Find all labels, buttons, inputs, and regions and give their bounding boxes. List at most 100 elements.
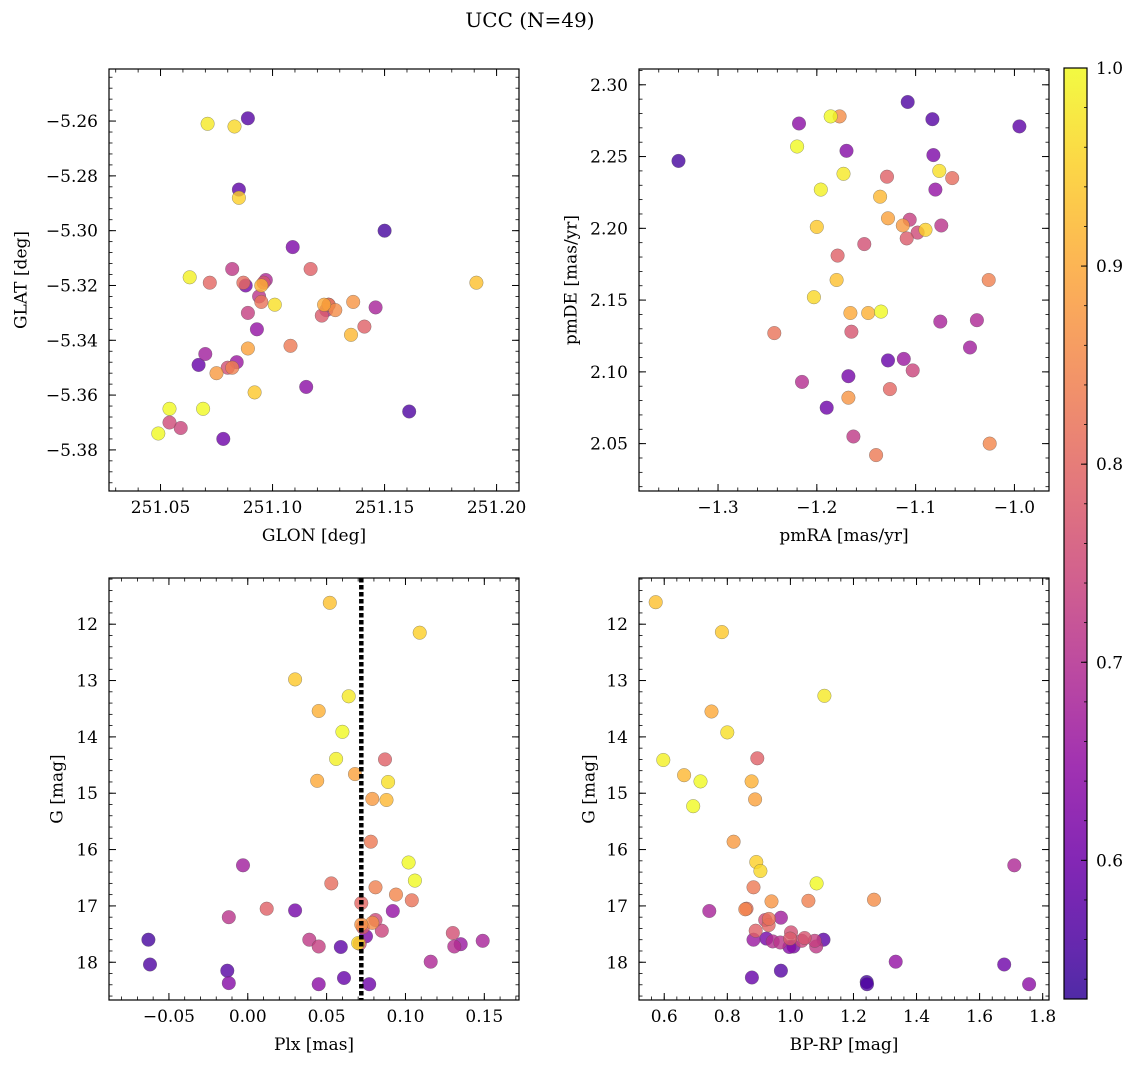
x-tick-label: 251.05 — [131, 498, 190, 518]
data-point — [227, 119, 242, 134]
data-point — [750, 751, 765, 766]
data-point — [267, 297, 282, 312]
y-tick-label: 18 — [76, 953, 98, 973]
panel-bprp-g: 0.6 0.8 1.0 1.2 1.4 1.6 1.8 12 13 14 15 16 17 18 BP-RP… — [580, 577, 1056, 1055]
data-point — [1012, 119, 1027, 134]
points — [151, 111, 484, 446]
y-axis-label: G [mag] — [48, 754, 68, 823]
data-point — [836, 166, 851, 181]
data-point — [401, 855, 416, 870]
data-point — [388, 887, 404, 902]
panel-plx-g: −0.05 0.00 0.05 0.10 0.15 12 13 14 15 16 17 18 Plx [… — [48, 577, 520, 1055]
data-point — [767, 326, 782, 341]
x-tick-label: 251.20 — [467, 498, 526, 518]
data-point — [247, 385, 262, 400]
data-point — [404, 893, 419, 908]
data-point — [336, 970, 352, 986]
data-point — [288, 903, 303, 918]
data-point — [882, 382, 897, 397]
data-point — [196, 401, 211, 416]
y-tick-label: −5.28 — [46, 167, 98, 187]
data-point — [656, 752, 671, 768]
data-point — [357, 319, 372, 334]
data-point — [412, 625, 427, 640]
panel-pmra-pmde: −1.3 −1.2 −1.1 −1.0 2.05 2.10 2.15 2.20 2.25 2.30… — [562, 68, 1050, 546]
data-point — [648, 595, 663, 610]
points — [671, 94, 1027, 463]
y-tick-label: 13 — [76, 672, 98, 692]
data-point — [209, 366, 224, 381]
data-point — [299, 379, 314, 394]
x-tick-label: 1.0 — [777, 1007, 804, 1027]
data-point — [720, 725, 735, 740]
y-tick-label: 12 — [76, 615, 98, 635]
data-point — [377, 223, 392, 238]
x-tick-label: 1.8 — [1029, 1007, 1056, 1027]
data-point — [368, 300, 383, 315]
data-point — [151, 426, 166, 441]
data-point — [801, 893, 816, 908]
data-point — [311, 939, 326, 954]
data-point — [310, 773, 325, 788]
data-point — [945, 171, 960, 186]
data-point — [879, 169, 895, 184]
data-point — [317, 297, 332, 312]
data-point — [324, 876, 339, 891]
data-point — [843, 305, 858, 321]
data-point — [346, 294, 361, 309]
data-point — [748, 792, 763, 807]
data-point — [423, 954, 438, 969]
x-tick-label: 0.00 — [229, 1007, 267, 1027]
data-point — [240, 111, 255, 126]
data-point — [846, 429, 861, 444]
data-point — [819, 400, 834, 415]
data-point — [329, 751, 344, 766]
data-point — [896, 351, 911, 366]
data-point — [726, 834, 741, 849]
y-tick-label: −5.38 — [46, 441, 98, 461]
y-tick-label: 14 — [606, 728, 628, 748]
data-point — [783, 931, 798, 946]
data-point — [899, 231, 914, 246]
data-point — [841, 390, 856, 405]
data-point — [254, 278, 269, 293]
data-point — [341, 689, 356, 704]
data-point — [191, 357, 206, 372]
y-tick-label: 16 — [76, 841, 98, 861]
data-point — [714, 625, 729, 640]
data-point — [744, 970, 759, 985]
y-tick-label: −5.32 — [46, 276, 98, 296]
data-point — [202, 275, 217, 290]
data-point — [844, 324, 859, 339]
data-point — [162, 415, 177, 430]
data-point — [794, 374, 810, 389]
data-point — [830, 248, 845, 263]
y-tick-label: −5.34 — [46, 331, 98, 351]
points — [648, 595, 1037, 992]
data-point — [671, 153, 686, 168]
x-axis-label: BP-RP [mag] — [790, 1035, 899, 1055]
data-point — [861, 305, 876, 321]
data-point — [982, 436, 997, 451]
data-point — [677, 768, 692, 783]
data-point — [374, 923, 389, 938]
data-point — [221, 976, 236, 991]
data-point — [333, 939, 348, 955]
y-tick-label: 12 — [606, 615, 628, 635]
data-point — [746, 880, 761, 895]
y-tick-label: 17 — [76, 897, 98, 917]
y-tick-label: −5.36 — [46, 386, 98, 406]
data-point — [748, 923, 763, 938]
data-point — [873, 304, 889, 319]
data-point — [363, 834, 378, 849]
x-tick-label: 251.10 — [243, 498, 302, 518]
data-point — [1007, 858, 1022, 873]
data-point — [859, 977, 875, 992]
y-tick-label: −5.26 — [46, 112, 98, 132]
data-point — [225, 261, 240, 277]
data-point — [934, 218, 949, 233]
axes-frame — [638, 577, 1050, 1001]
data-point — [686, 799, 701, 814]
y-axis-label: G [mag] — [580, 754, 600, 823]
